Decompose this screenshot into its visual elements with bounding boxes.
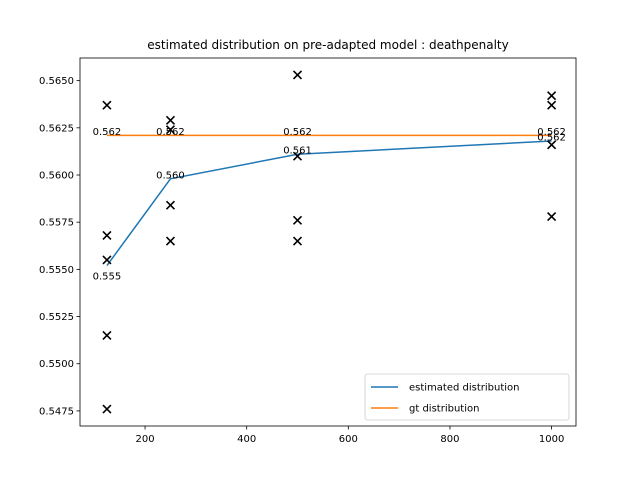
scatter-point <box>102 230 112 240</box>
axes-frame <box>79 57 577 427</box>
legend-box <box>364 373 570 421</box>
y-tick-label: 0.5525 <box>39 312 74 323</box>
y-tick-label: 0.5575 <box>39 218 74 229</box>
chart-title: estimated distribution on pre-adapted mo… <box>147 38 508 52</box>
scatter-point <box>165 200 176 210</box>
scatter-stroke <box>102 255 112 265</box>
scatter-layer <box>102 70 557 414</box>
scatter-point <box>292 215 303 225</box>
scatter-point <box>547 211 557 222</box>
y-tick-label: 0.5475 <box>39 406 74 417</box>
data-label: 0.562 <box>537 127 566 138</box>
y-tick-label: 0.5650 <box>39 76 74 87</box>
scatter-stroke <box>102 404 112 414</box>
scatter-stroke <box>102 100 112 110</box>
data-label: 0.562 <box>283 127 312 138</box>
scatter-point <box>165 236 176 246</box>
scatter-point <box>102 404 112 414</box>
x-tick-label: 400 <box>237 434 256 445</box>
scatter-point <box>292 70 303 80</box>
data-label: 0.555 <box>93 272 122 283</box>
data-label: 0.562 <box>93 127 122 138</box>
scatter-stroke <box>165 125 176 135</box>
scatter-point <box>292 236 303 246</box>
series-layer <box>106 134 552 267</box>
legend: estimated distribution gt distribution <box>364 373 570 421</box>
scatter-stroke <box>292 236 303 246</box>
scatter-point <box>547 140 557 150</box>
x-tick-label: 1000 <box>539 434 564 445</box>
data-label: 0.560 <box>156 170 185 181</box>
legend-entry: estimated distribution <box>409 383 520 394</box>
y-tick-label: 0.5550 <box>39 265 74 276</box>
data-label: 0.562 <box>156 127 185 138</box>
scatter-stroke <box>547 140 557 150</box>
x-tick-label: 600 <box>339 434 358 445</box>
scatter-point <box>102 255 112 265</box>
scatter-stroke <box>165 236 176 246</box>
scatter-stroke <box>292 70 303 80</box>
scatter-stroke <box>292 215 303 225</box>
y-tick-label: 0.5500 <box>39 359 74 370</box>
scatter-stroke <box>102 230 112 240</box>
scatter-point <box>165 115 176 125</box>
scatter-point <box>292 151 303 161</box>
scatter-point <box>165 125 176 135</box>
legend-entry: gt distribution <box>409 404 479 415</box>
x-axis: 200 400 600 800 1000 <box>136 426 564 445</box>
scatter-stroke <box>547 91 557 101</box>
y-tick-label: 0.5600 <box>39 171 74 182</box>
scatter-stroke <box>102 330 112 340</box>
scatter-point <box>102 330 112 340</box>
scatter-point <box>102 100 112 110</box>
series-line-0 <box>106 140 552 267</box>
y-axis: 0.5475 0.5500 0.5525 0.5550 0.5575 0.5600 0.56… <box>39 76 80 417</box>
scatter-stroke <box>165 115 176 125</box>
scatter-stroke <box>165 200 176 210</box>
y-tick-label: 0.5625 <box>39 123 74 134</box>
x-tick-label: 200 <box>136 434 155 445</box>
data-label: 0.561 <box>283 146 312 157</box>
scatter-point <box>547 100 557 110</box>
scatter-point <box>547 91 557 101</box>
data-label: 0.562 <box>537 133 566 144</box>
scatter-stroke <box>547 211 557 222</box>
x-tick-label: 800 <box>440 434 459 445</box>
scatter-stroke <box>547 100 557 110</box>
scatter-stroke <box>292 151 303 161</box>
